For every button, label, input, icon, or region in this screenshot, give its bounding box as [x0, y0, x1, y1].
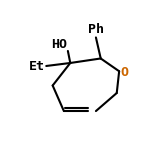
Text: Et: Et: [29, 60, 45, 73]
Text: HO: HO: [51, 38, 67, 51]
Text: Ph: Ph: [88, 23, 104, 36]
Text: O: O: [120, 66, 128, 79]
